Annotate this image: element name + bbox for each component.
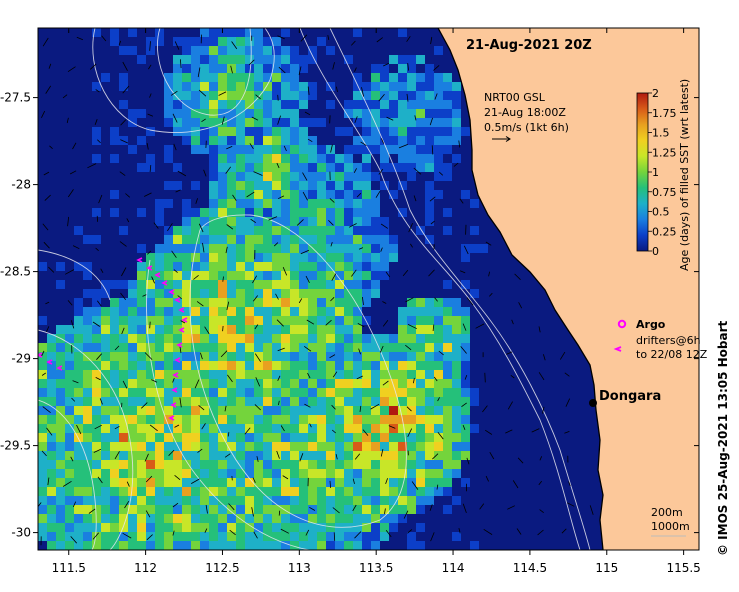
y-tick-label: -28.5	[0, 265, 31, 279]
colorbar-tick-label: 1.25	[652, 146, 677, 159]
credit-text: © IMOS 25-Aug-2021 13:05 Hobart	[716, 320, 730, 556]
colorbar-tick-label: 1.75	[652, 107, 677, 120]
contour-label-1000: 1000m	[651, 520, 690, 533]
x-axis: 111.5 112 112.5 113 113.5 114 114.5 115 115.5	[52, 28, 701, 575]
colorbar-tick-label: 1	[652, 166, 659, 179]
colorbar-tick-label: 0.5	[652, 206, 670, 219]
vector-scale-arrow	[492, 136, 511, 142]
x-tick-label: 112	[134, 561, 157, 575]
legend-argo: Argo	[636, 318, 666, 331]
y-tick-label: -28	[11, 178, 31, 192]
bathymetry-contours	[38, 28, 591, 550]
x-tick-label: 113.5	[359, 561, 393, 575]
y-tick-label: -27.5	[0, 91, 31, 105]
x-tick-label: 111.5	[52, 561, 86, 575]
y-tick-label: -29.5	[0, 439, 31, 453]
coastline	[437, 28, 604, 550]
legend: Argo drifters@6h to 22/08 12Z	[613, 318, 708, 361]
contour-label-200: 200m	[651, 506, 683, 519]
drifter-marker-icon	[613, 346, 622, 352]
colorbar-tick-label: 1.5	[652, 127, 670, 140]
colorbar-tick-label: 0.25	[652, 225, 677, 238]
colorbar-tick-label: 0	[652, 245, 659, 258]
x-tick-label: 115.5	[666, 561, 700, 575]
legend-drifters-1: drifters@6h	[636, 334, 701, 347]
land-mass	[438, 28, 699, 550]
drifter-tracks	[38, 257, 188, 421]
current-vectors	[38, 34, 594, 546]
colorbar-tick-label: 2	[652, 87, 659, 100]
argo-marker-icon	[617, 319, 627, 329]
colorbar-tick-label: 0.75	[652, 186, 677, 199]
x-tick-label: 112.5	[205, 561, 239, 575]
dongara-marker-icon	[589, 399, 597, 407]
sst-age-field	[38, 28, 488, 550]
plot-frame	[37, 27, 700, 551]
x-tick-label: 113	[288, 561, 311, 575]
colorbar-label: Age (days) of filled SST (wrt latest)	[678, 79, 691, 271]
place-label: Dongara	[599, 389, 661, 404]
colorbar: 0 0.25 0.5 0.75 1 1.25 1.5 1.75 2 Age (days) of …	[636, 79, 691, 271]
y-axis: -27.5 -28 -28.5 -29 -29.5 -30	[0, 91, 699, 540]
y-tick-label: -29	[11, 352, 31, 366]
contour-legend: 200m 1000m	[651, 506, 690, 537]
product-time: 21-Aug 18:00Z	[484, 106, 566, 119]
x-tick-label: 114	[442, 561, 465, 575]
x-tick-label: 115	[595, 561, 618, 575]
x-tick-label: 114.5	[513, 561, 547, 575]
legend-drifters-2: to 22/08 12Z	[636, 348, 708, 361]
y-tick-label: -30	[11, 526, 31, 540]
map-title: 21-Aug-2021 20Z	[466, 38, 592, 53]
product-name: NRT00 GSL	[484, 91, 546, 104]
vector-scale-label: 0.5m/s (1kt 6h)	[484, 121, 569, 134]
